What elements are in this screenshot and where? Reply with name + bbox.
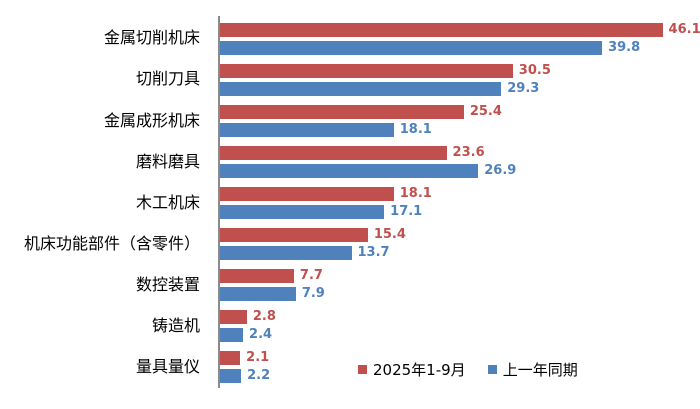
category-row: 铸造机 2.8 2.4 — [0, 306, 700, 347]
bar-current-period — [220, 104, 464, 119]
category-label: 切削刀具 — [135, 69, 200, 89]
bar-current-period — [220, 22, 663, 37]
bar-line: 25.4 — [220, 103, 700, 119]
category-row: 机床功能部件（含零件） 15.4 13.7 — [0, 224, 700, 265]
value-label: 2.1 — [246, 350, 270, 366]
value-label: 25.4 — [469, 103, 502, 119]
bar-current-period — [220, 269, 294, 284]
bar-previous-period — [220, 369, 242, 384]
bar-previous-period — [220, 40, 603, 55]
legend-label-previous-period: 上一年同期 — [502, 361, 578, 379]
value-label: 2.2 — [247, 368, 271, 384]
bar-previous-period — [220, 204, 385, 219]
legend-label-current-period: 2025年1-9月 — [373, 361, 466, 379]
bar-line: 2.2 — [220, 368, 700, 384]
bar-line: 2.4 — [220, 327, 700, 343]
category-row: 金属成形机床 25.4 18.1 — [0, 100, 700, 141]
legend-item-current-period: 2025年1-9月 — [358, 359, 466, 380]
value-label: 26.9 — [484, 162, 517, 178]
bar-line: 18.1 — [220, 185, 700, 201]
category-label: 铸造机 — [151, 316, 200, 336]
bar-pair: 18.1 17.1 — [218, 182, 700, 223]
bar-pair: 23.6 26.9 — [218, 141, 700, 182]
category-label: 木工机床 — [135, 192, 200, 212]
category-label: 金属成形机床 — [103, 110, 200, 130]
bar-line: 30.5 — [220, 62, 700, 78]
bar-line: 18.1 — [220, 121, 700, 137]
category-row: 切削刀具 30.5 29.3 — [0, 59, 700, 100]
bar-pair: 25.4 18.1 — [218, 100, 700, 141]
legend-item-previous-period: 上一年同期 — [487, 359, 578, 380]
bar-line: 15.4 — [220, 227, 700, 243]
category-row: 金属切削机床 46.1 39.8 — [0, 18, 700, 59]
legend: 2025年1-9月 上一年同期 — [358, 359, 578, 380]
value-label: 7.7 — [299, 268, 323, 284]
bar-line: 17.1 — [220, 203, 700, 219]
y-axis-line — [218, 16, 220, 388]
category-row: 木工机床 18.1 17.1 — [0, 182, 700, 223]
bar-line: 7.7 — [220, 268, 700, 284]
bar-line: 29.3 — [220, 80, 700, 96]
value-label: 39.8 — [608, 39, 641, 55]
bar-current-period — [220, 351, 241, 366]
value-label: 46.1 — [668, 21, 700, 37]
bar-previous-period — [220, 246, 352, 261]
category-row: 数控装置 7.7 7.9 — [0, 265, 700, 306]
bar-previous-period — [220, 163, 479, 178]
bar-line: 2.8 — [220, 309, 700, 325]
category-label: 金属切削机床 — [103, 28, 200, 48]
bar-line: 2.1 — [220, 350, 700, 366]
bar-previous-period — [220, 122, 394, 137]
category-label: 磨料磨具 — [135, 151, 200, 171]
value-label: 2.8 — [252, 309, 276, 325]
value-label: 18.1 — [399, 121, 432, 137]
value-label: 23.6 — [452, 144, 485, 160]
bar-pair: 7.7 7.9 — [218, 265, 700, 306]
bar-line: 39.8 — [220, 39, 700, 55]
value-label: 29.3 — [507, 80, 540, 96]
bar-line: 13.7 — [220, 245, 700, 261]
category-row: 磨料磨具 23.6 26.9 — [0, 141, 700, 182]
bar-pair: 15.4 13.7 — [218, 224, 700, 265]
bar-current-period — [220, 145, 447, 160]
bar-current-period — [220, 310, 247, 325]
bar-previous-period — [220, 328, 244, 343]
bar-pair: 2.1 2.2 — [218, 347, 700, 388]
bar-line: 7.9 — [220, 286, 700, 302]
value-label: 2.4 — [249, 327, 273, 343]
bar-pair: 30.5 29.3 — [218, 59, 700, 100]
bar-line: 46.1 — [220, 21, 700, 37]
category-label: 数控装置 — [135, 275, 200, 295]
legend-swatch-blue — [487, 365, 497, 374]
category-label: 机床功能部件（含零件） — [23, 233, 200, 253]
value-label: 30.5 — [518, 62, 551, 78]
bar-line: 26.9 — [220, 162, 700, 178]
value-label: 18.1 — [399, 185, 432, 201]
bar-previous-period — [220, 287, 296, 302]
bar-previous-period — [220, 81, 502, 96]
value-label: 13.7 — [357, 245, 390, 261]
bar-pair: 46.1 39.8 — [218, 18, 700, 59]
bar-current-period — [220, 186, 394, 201]
value-label: 7.9 — [301, 286, 325, 302]
bar-current-period — [220, 228, 368, 243]
chart-rows: 金属切削机床 46.1 39.8 切削刀具 30.5 29.3 金属成形机床 25.4 18.1… — [0, 18, 700, 388]
category-row: 量具量仪 2.1 2.2 — [0, 347, 700, 388]
category-label: 量具量仪 — [135, 357, 200, 377]
value-label: 17.1 — [390, 203, 423, 219]
bar-pair: 2.8 2.4 — [218, 306, 700, 347]
value-label: 15.4 — [373, 227, 406, 243]
bar-line: 23.6 — [220, 144, 700, 160]
bar-current-period — [220, 63, 513, 78]
legend-swatch-red — [358, 365, 367, 374]
